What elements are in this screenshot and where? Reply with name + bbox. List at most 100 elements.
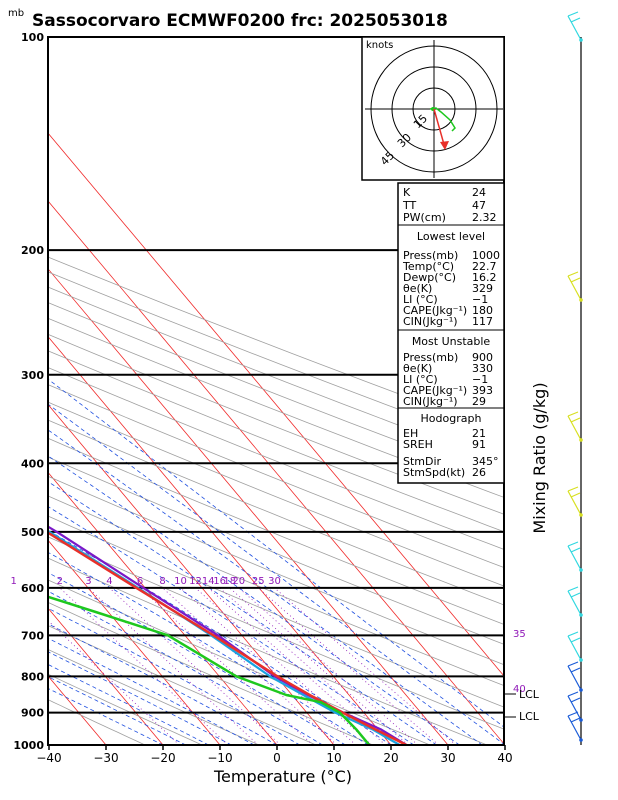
most-unstable-title: Most Unstable <box>412 335 491 348</box>
isotherm-line <box>48 607 164 745</box>
x-tick-label: −10 <box>207 751 232 765</box>
dry-adiabat-line <box>48 286 504 465</box>
lcl-markers: LCL LCL <box>504 688 540 723</box>
pressure-tick-label: 800 <box>21 670 44 683</box>
mu-press-value: 900 <box>472 351 493 364</box>
wind-barb-dot <box>579 613 583 617</box>
wind-barb-flag <box>570 17 581 23</box>
isotherm-line <box>48 132 504 677</box>
isotherm-line <box>48 471 278 745</box>
pressure-tick-label: 300 <box>21 369 44 382</box>
wind-barb-shaft <box>567 545 582 571</box>
moist-adiabat-line <box>48 481 437 745</box>
ll-press-label: Press(mb) <box>403 249 458 262</box>
mixing-ratio-label: 2 <box>57 576 63 587</box>
x-tick-label: 0 <box>273 751 281 765</box>
lowest-level-title: Lowest level <box>417 230 485 243</box>
wind-barb-shaft <box>567 590 582 616</box>
dry-adiabat-line <box>48 271 504 449</box>
index-k-value: 24 <box>472 186 486 199</box>
hd-stmdir-label: StmDir <box>403 455 442 468</box>
lcl-label-upper: LCL <box>519 688 540 701</box>
moist-adiabat-line <box>48 637 255 745</box>
ll-cape-label: CAPE(Jkg⁻¹) <box>403 304 467 317</box>
pressure-tick-label: 900 <box>21 707 44 720</box>
mixing-ratio-label: 16 <box>213 576 226 587</box>
x-tick-label: 20 <box>383 751 398 765</box>
wind-barb-dot <box>579 298 583 302</box>
wind-barb-shaft <box>567 665 582 691</box>
dry-adiabat-line <box>48 673 203 745</box>
dry-adiabat-line <box>48 256 504 434</box>
moist-adiabat-line <box>48 623 278 745</box>
x-tick-label: 40 <box>497 751 512 765</box>
pressure-tick-label: 200 <box>21 244 44 257</box>
hd-sreh-label: SREH <box>403 438 433 451</box>
hd-eh-label: EH <box>403 427 418 440</box>
index-pw-label: PW(cm) <box>403 211 446 224</box>
dry-adiabat-line <box>48 419 504 606</box>
mu-thetae-label: θe(K) <box>403 362 432 375</box>
mixing-ratio-label: 30 <box>268 576 281 587</box>
mixing-ratio-label: 4 <box>106 576 112 587</box>
wind-barb-dot <box>579 688 583 692</box>
hodograph-panel: knots 15 30 45 <box>361 36 505 181</box>
wind-barb-flag <box>567 711 579 717</box>
mixing-ratio-line <box>162 587 338 745</box>
index-tt-label: TT <box>402 199 417 212</box>
x-axis-label: Temperature (°C) <box>213 767 352 786</box>
hd-stmspd-value: 26 <box>472 466 486 479</box>
mixing-ratio-line <box>195 587 373 745</box>
mu-cin-value: 29 <box>472 395 486 408</box>
mixing-ratio-line <box>219 587 398 745</box>
wind-barb-flag <box>567 486 579 492</box>
mu-li-label: LI (°C) <box>403 373 438 386</box>
moist-adiabat-line <box>48 529 392 745</box>
x-tick-label: −40 <box>36 751 61 765</box>
mixing-ratio-label: 25 <box>252 576 265 587</box>
wind-barb-flag <box>570 592 581 598</box>
wind-barb-flag <box>570 717 581 723</box>
index-tt-value: 47 <box>472 199 486 212</box>
hd-sreh-value: 91 <box>472 438 486 451</box>
wind-barb-flag <box>567 691 579 697</box>
wind-barb-flag <box>570 637 581 643</box>
wind-barb-flag <box>567 631 579 637</box>
pressure-tick-label: 700 <box>21 629 44 642</box>
wind-barb-dot <box>579 568 583 572</box>
x-tick-label: −20 <box>150 751 175 765</box>
y-axis-label-right: Mixing Ratio (g/kg) <box>530 382 549 533</box>
mu-li-value: −1 <box>472 373 488 386</box>
wind-barb-flag <box>567 541 579 547</box>
hodograph-trace <box>429 107 456 132</box>
temperature-line <box>48 531 407 745</box>
mixing-ratio-label: 18 <box>223 576 236 587</box>
mixing-ratio-label: 3 <box>85 576 91 587</box>
ll-li-label: LI (°C) <box>403 293 438 306</box>
wind-barbs <box>567 11 583 745</box>
hd-eh-value: 21 <box>472 427 486 440</box>
parcel-line <box>48 525 407 745</box>
hd-stmspd-label: StmSpd(kt) <box>403 466 465 479</box>
mixing-ratio-line <box>109 587 281 745</box>
isotherm-line <box>48 675 107 745</box>
dry-adiabat-line <box>48 625 317 745</box>
pressure-tick-label: 500 <box>21 526 44 539</box>
x-tick-label: −30 <box>93 751 118 765</box>
dry-adiabat-line <box>48 475 504 666</box>
wind-barb-shaft <box>567 490 582 516</box>
mu-thetae-value: 330 <box>472 362 493 375</box>
ll-cin-label: CIN(Jkg⁻¹) <box>403 315 458 328</box>
ll-li-value: −1 <box>472 293 488 306</box>
moist-adiabat-line <box>48 687 164 745</box>
isotherm-line <box>48 336 392 745</box>
lcl-label-lower: LCL <box>519 710 540 723</box>
theta-e-label: 35 <box>513 629 526 640</box>
pressure-tick-label: 400 <box>21 457 44 470</box>
pressure-tick-label: 100 <box>21 31 44 44</box>
dry-adiabat-line <box>48 302 504 482</box>
ll-thetae-label: θe(K) <box>403 282 432 295</box>
wind-barb-flag <box>570 417 581 423</box>
moist-adiabat-line <box>48 590 323 745</box>
